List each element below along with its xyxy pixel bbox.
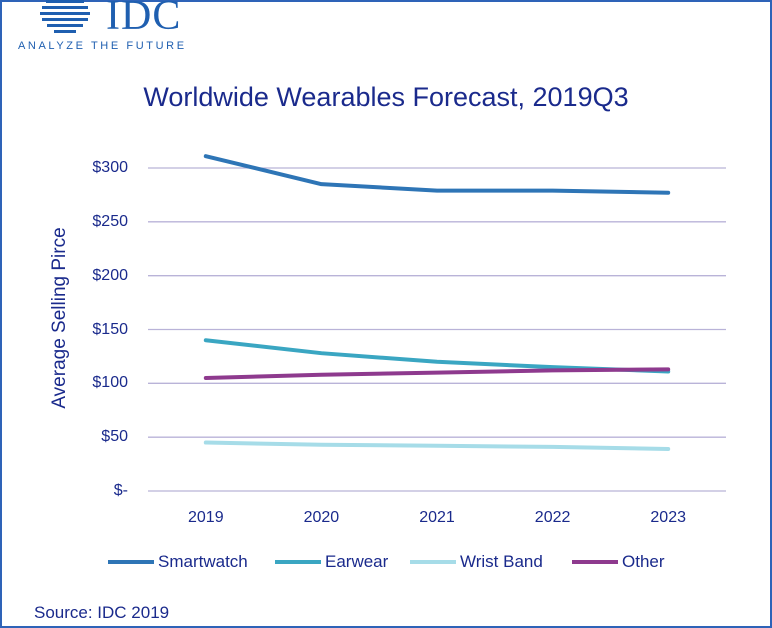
logo-tagline: ANALYZE THE FUTURE	[18, 40, 187, 52]
x-tick-label: 2023	[650, 509, 686, 526]
legend: Smartwatch Earwear Wrist Band Other	[0, 551, 772, 573]
y-tick-label: $50	[101, 428, 128, 446]
y-tick-label: $-	[113, 482, 128, 499]
series-line-earwear	[203, 338, 671, 374]
legend-swatch	[572, 560, 618, 564]
x-tick-label: 2021	[419, 509, 455, 526]
legend-swatch	[108, 560, 154, 564]
idc-logo: IDC ANALYZE THE FUTURE	[18, 0, 188, 56]
legend-label: Wrist Band	[460, 552, 543, 571]
y-tick-label: $100	[92, 374, 128, 392]
x-tick-label: 2022	[534, 509, 571, 526]
legend-item: Wrist Band	[410, 551, 543, 573]
series-line-wrist-band	[203, 440, 671, 452]
y-tick-label: $300	[92, 159, 128, 176]
x-tick-label: 2020	[303, 509, 340, 526]
y-tick-label: $250	[92, 212, 128, 230]
legend-item: Earwear	[275, 551, 388, 573]
y-tick-label: $150	[92, 320, 128, 338]
series-line-smartwatch	[203, 154, 671, 195]
legend-swatch	[275, 560, 321, 564]
chart-title: Worldwide Wearables Forecast, 2019Q3	[143, 82, 629, 112]
legend-label: Smartwatch	[158, 552, 248, 571]
legend-item: Other	[572, 551, 665, 573]
source-note: Source: IDC 2019	[34, 603, 170, 622]
legend-label: Earwear	[325, 552, 389, 571]
series-line-other	[203, 367, 671, 380]
legend-item: Smartwatch	[108, 551, 248, 573]
logo-wordmark: IDC	[106, 0, 182, 39]
x-tick-label: 2019	[188, 509, 224, 526]
globe-icon	[40, 0, 90, 33]
legend-swatch	[410, 560, 456, 564]
legend-label: Other	[622, 552, 665, 571]
y-tick-label: $200	[92, 266, 128, 284]
